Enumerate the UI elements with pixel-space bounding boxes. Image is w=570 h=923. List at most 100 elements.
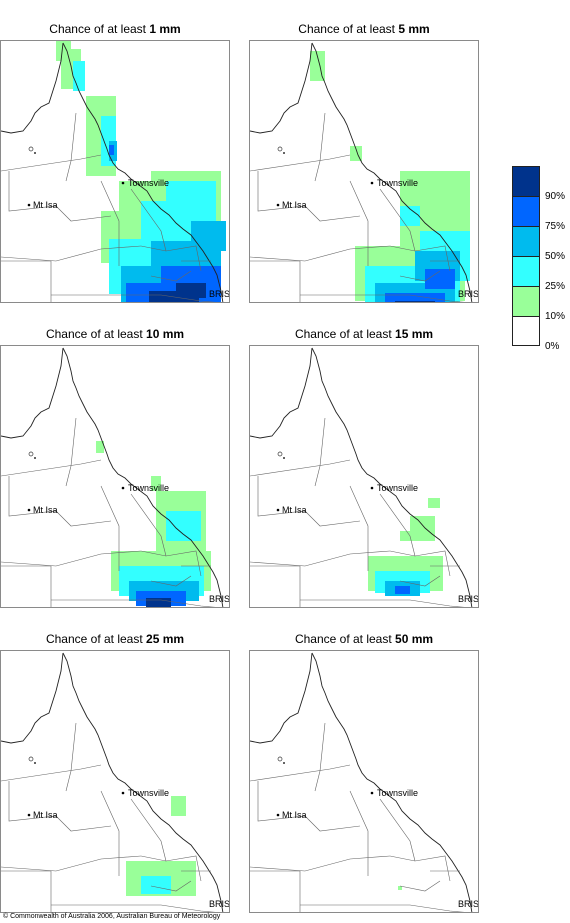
probability-zone-75	[109, 145, 114, 155]
district-boundary	[250, 245, 391, 262]
district-boundary	[1, 855, 142, 872]
map-panel-25mm: Chance of at least 25 mm Townsville Mt Is…	[0, 632, 230, 913]
gulf-coastline	[250, 652, 313, 744]
mt-isa-dot	[276, 813, 280, 817]
district-boundary	[250, 855, 391, 872]
district-boundary	[150, 880, 192, 892]
legend-label: 90%	[545, 191, 566, 202]
townsville-label: Townsville	[128, 483, 169, 493]
district-boundary	[8, 476, 112, 527]
district-boundary	[379, 798, 416, 862]
panel-title: Chance of at least 10 mm	[45, 327, 185, 341]
district-boundary	[100, 180, 120, 266]
probability-zone-10	[428, 498, 440, 508]
probability-map: Townsville Mt Isa BRIS	[249, 345, 479, 608]
mt-isa-label: Mt Isa	[33, 200, 58, 210]
district-boundary	[349, 790, 369, 876]
district-boundary	[130, 493, 167, 557]
map-panel-50mm: Chance of at least 50 mm Townsville Mt Is…	[249, 632, 479, 913]
copyright-notice: © Commonwealth of Australia 2006, Austra…	[3, 913, 221, 920]
panel-title: Chance of at least 50 mm	[294, 632, 434, 646]
coastline	[311, 652, 473, 912]
district-boundary	[300, 294, 465, 302]
district-boundary	[51, 904, 216, 912]
district-boundary	[1, 870, 52, 912]
mt-isa-dot	[276, 203, 280, 207]
mt-isa-dot	[27, 203, 31, 207]
district-boundary	[399, 270, 441, 282]
map-outline: Townsville Mt Isa BRIS	[1, 652, 230, 912]
townsville-label: Townsville	[128, 178, 169, 188]
probability-zone-10	[415, 201, 455, 231]
district-boundary	[8, 171, 112, 222]
map-panel-5mm: Chance of at least 5 mm Townsville Mt Isa…	[249, 22, 479, 303]
district-boundary	[349, 180, 369, 266]
island	[277, 146, 283, 152]
legend-swatch-10	[512, 286, 540, 316]
map-outline: Townsville Mt Isa BRIS	[250, 652, 478, 912]
district-boundary	[51, 599, 216, 607]
island	[277, 451, 283, 457]
district-boundary	[300, 599, 465, 607]
map-panel-1mm: Chance of at least 1 mm Townsville Mt Isa…	[0, 22, 230, 303]
district-boundary	[1, 260, 52, 302]
probability-zone-25	[400, 206, 420, 226]
probability-zone-25	[73, 61, 85, 91]
townsville-label: Townsville	[377, 483, 418, 493]
island	[283, 152, 285, 154]
panel-title: Chance of at least 1 mm	[49, 22, 181, 36]
district-boundary	[8, 781, 112, 832]
map-panel-10mm: Chance of at least 10 mm Townsville Mt Is…	[0, 327, 230, 608]
district-boundary	[150, 575, 192, 587]
probability-zone-90	[146, 598, 171, 607]
district-boundary	[250, 870, 301, 912]
townsville-dot	[370, 486, 374, 490]
probability-map: Townsville Mt Isa BRIS	[0, 345, 230, 608]
district-boundary	[389, 550, 451, 577]
queensland-map: Townsville Mt Isa BRIS	[250, 42, 479, 302]
district-boundary	[250, 565, 301, 607]
legend-swatch-0	[512, 316, 540, 346]
brisbane-label: BRIS	[209, 899, 230, 909]
coastline	[311, 42, 473, 302]
coastline	[62, 652, 224, 912]
gulf-coastline	[250, 347, 313, 439]
mt-isa-dot	[276, 508, 280, 512]
district-boundary	[100, 790, 120, 876]
district-boundary	[150, 270, 192, 282]
island	[277, 756, 283, 762]
district-boundary	[1, 550, 142, 567]
legend-swatch-90	[512, 166, 540, 196]
panel-title: Chance of at least 15 mm	[294, 327, 434, 341]
brisbane-label: BRIS	[458, 289, 479, 299]
legend-swatch-50	[512, 226, 540, 256]
district-boundary	[51, 294, 216, 302]
brisbane-label: BRIS	[209, 289, 230, 299]
legend-swatch-25	[512, 256, 540, 286]
district-boundary	[1, 565, 52, 607]
district-boundary	[130, 798, 167, 862]
probability-map: Townsville Mt Isa BRIS	[249, 650, 479, 913]
island	[34, 152, 36, 154]
queensland-map: Townsville Mt Isa BRIS	[1, 41, 230, 302]
probability-zone-75	[395, 586, 410, 594]
map-panel-15mm: Chance of at least 15 mm Townsville Mt Is…	[249, 327, 479, 608]
queensland-map: Townsville Mt Isa BRIS	[1, 652, 230, 912]
probability-zone-10	[410, 516, 435, 541]
mt-isa-label: Mt Isa	[282, 505, 307, 515]
mt-isa-label: Mt Isa	[282, 200, 307, 210]
district-boundary	[250, 764, 351, 782]
legend-label: 10%	[545, 311, 566, 322]
district-boundary	[257, 476, 361, 527]
brisbane-label: BRIS	[209, 594, 230, 604]
mt-isa-label: Mt Isa	[282, 810, 307, 820]
map-outline: Townsville Mt Isa BRIS	[1, 347, 230, 607]
probability-zone-25	[166, 181, 216, 226]
district-boundary	[379, 188, 416, 252]
townsville-label: Townsville	[377, 178, 418, 188]
legend-label: 50%	[545, 251, 566, 262]
gulf-coastline	[250, 42, 313, 134]
district-boundary	[389, 245, 451, 272]
island	[283, 457, 285, 459]
gulf-coastline	[1, 42, 64, 134]
